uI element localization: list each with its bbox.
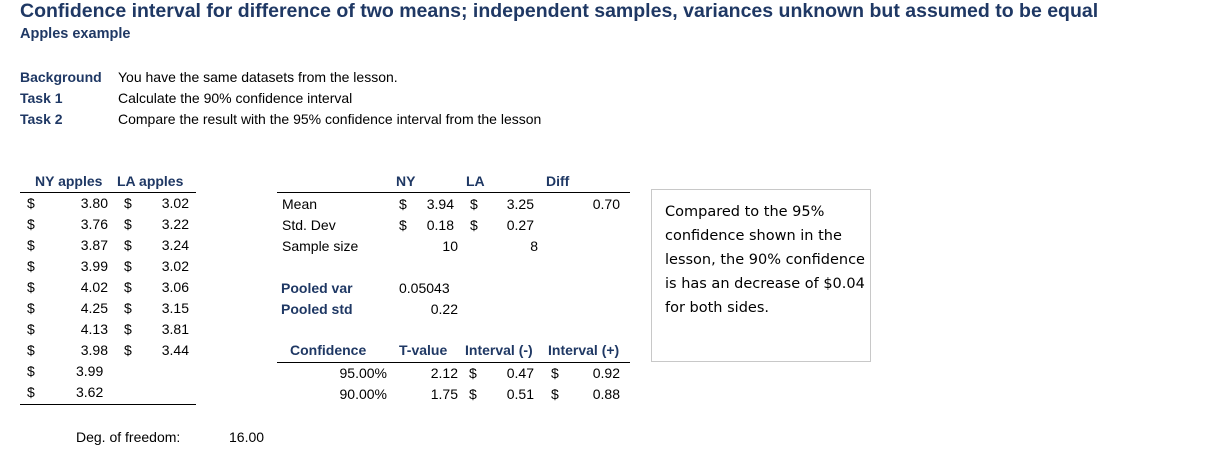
la-apple-currency: $ [124,195,132,211]
mean-diff-value: 0.70 [592,196,620,212]
la-apple-currency: $ [124,342,132,358]
comparison-note-text: Compared to the 95% confidence shown in … [665,204,865,316]
ny-apple-currency: $ [27,384,35,400]
ny-apple-currency: $ [27,237,35,253]
la-apple-value: 3.06 [161,279,189,295]
conf-row-2-hi-currency: $ [551,386,559,402]
dof-value: 16.00 [229,429,265,445]
conf-row-1-lo-currency: $ [469,365,477,381]
task2-label: Task 2 [20,111,63,127]
std-label: Std. Dev [282,217,336,233]
pooled-std-value: 0.22 [430,301,458,317]
la-apple-value: 3.81 [161,321,189,337]
mean-label: Mean [282,196,318,212]
conf-row-1-hi: 0.92 [592,365,620,381]
la-apple-currency: $ [124,216,132,232]
size-la-value: 8 [530,238,538,254]
la-apple-currency: $ [124,300,132,316]
ny-apples-header: NY apples [35,173,103,189]
ny-apple-currency: $ [27,195,35,211]
ny-apple-value: 4.25 [80,300,108,316]
la-apple-currency: $ [124,237,132,253]
conf-row-2-level: 90.00% [339,386,387,402]
mean-la-currency: $ [470,196,478,212]
std-la-value: 0.27 [506,217,534,233]
background-text: You have the same datasets from the less… [118,69,398,85]
stats-header-rule [277,192,630,193]
interval-plus-header: Interval (+) [548,342,620,358]
stats-la-header: LA [466,173,485,189]
ny-apple-currency: $ [27,258,35,274]
conf-row-1-hi-currency: $ [551,365,559,381]
ny-apple-value: 4.02 [80,279,108,295]
mean-ny-currency: $ [399,196,407,212]
la-apple-value: 3.02 [161,258,189,274]
la-apple-value: 3.02 [161,195,189,211]
conf-row-1-level: 95.00% [339,365,387,381]
task2-text: Compare the result with the 95% confiden… [118,111,542,127]
conf-row-2-hi: 0.88 [592,386,620,402]
std-ny-value: 0.18 [426,217,454,233]
pooled-var-label: Pooled var [281,280,353,296]
la-apples-header: LA apples [117,173,184,189]
pooled-var-value: 0.05043 [399,280,450,296]
confidence-header: Confidence [290,342,367,358]
la-apple-value: 3.24 [161,237,189,253]
stats-ny-header: NY [396,173,416,189]
conf-row-2-t: 1.75 [430,386,458,402]
t-value-header: T-value [399,342,448,358]
dof-label: Deg. of freedom: [76,429,181,445]
task1-text: Calculate the 90% confidence interval [118,90,353,106]
comparison-note-box[interactable]: Compared to the 95% confidence shown in … [651,189,871,362]
la-apple-value: 3.22 [161,216,189,232]
ny-apple-currency: $ [27,216,35,232]
ny-apple-currency: $ [27,342,35,358]
page-title: Confidence interval for difference of tw… [20,0,1099,22]
conf-row-2-lo: 0.51 [506,386,534,402]
ny-apple-value: 3.76 [80,216,108,232]
interval-minus-header: Interval (-) [465,342,533,358]
la-apple-value: 3.15 [161,300,189,316]
conf-row-1-lo: 0.47 [506,365,534,381]
ny-apple-currency: $ [27,300,35,316]
ny-apple-value: 4.13 [80,321,108,337]
ny-apple-currency: $ [27,363,35,379]
ny-apple-value: 3.99 [80,258,108,274]
la-apple-currency: $ [124,321,132,337]
ny-apple-value: 3.80 [80,195,108,211]
stats-diff-header: Diff [546,173,570,189]
ny-apple-value: 3.62 [76,384,104,400]
background-label: Background [20,69,102,85]
task1-label: Task 1 [20,90,63,106]
size-label: Sample size [282,238,359,254]
apples-bottom-rule [20,404,196,405]
std-ny-currency: $ [399,217,407,233]
la-apple-currency: $ [124,279,132,295]
ny-apple-value: 3.99 [76,363,104,379]
confidence-header-rule [277,362,630,363]
ny-apple-value: 3.87 [80,237,108,253]
la-apple-value: 3.44 [161,342,189,358]
conf-row-2-lo-currency: $ [469,386,477,402]
page-subtitle: Apples example [20,26,131,42]
la-apple-currency: $ [124,258,132,274]
pooled-std-label: Pooled std [281,301,353,317]
mean-la-value: 3.25 [506,196,534,212]
ny-apple-value: 3.98 [80,342,108,358]
size-ny-value: 10 [442,238,458,254]
ny-apple-currency: $ [27,321,35,337]
mean-ny-value: 3.94 [426,196,454,212]
std-la-currency: $ [470,217,478,233]
apples-header-rule [20,192,196,193]
ny-apple-currency: $ [27,279,35,295]
conf-row-1-t: 2.12 [430,365,458,381]
